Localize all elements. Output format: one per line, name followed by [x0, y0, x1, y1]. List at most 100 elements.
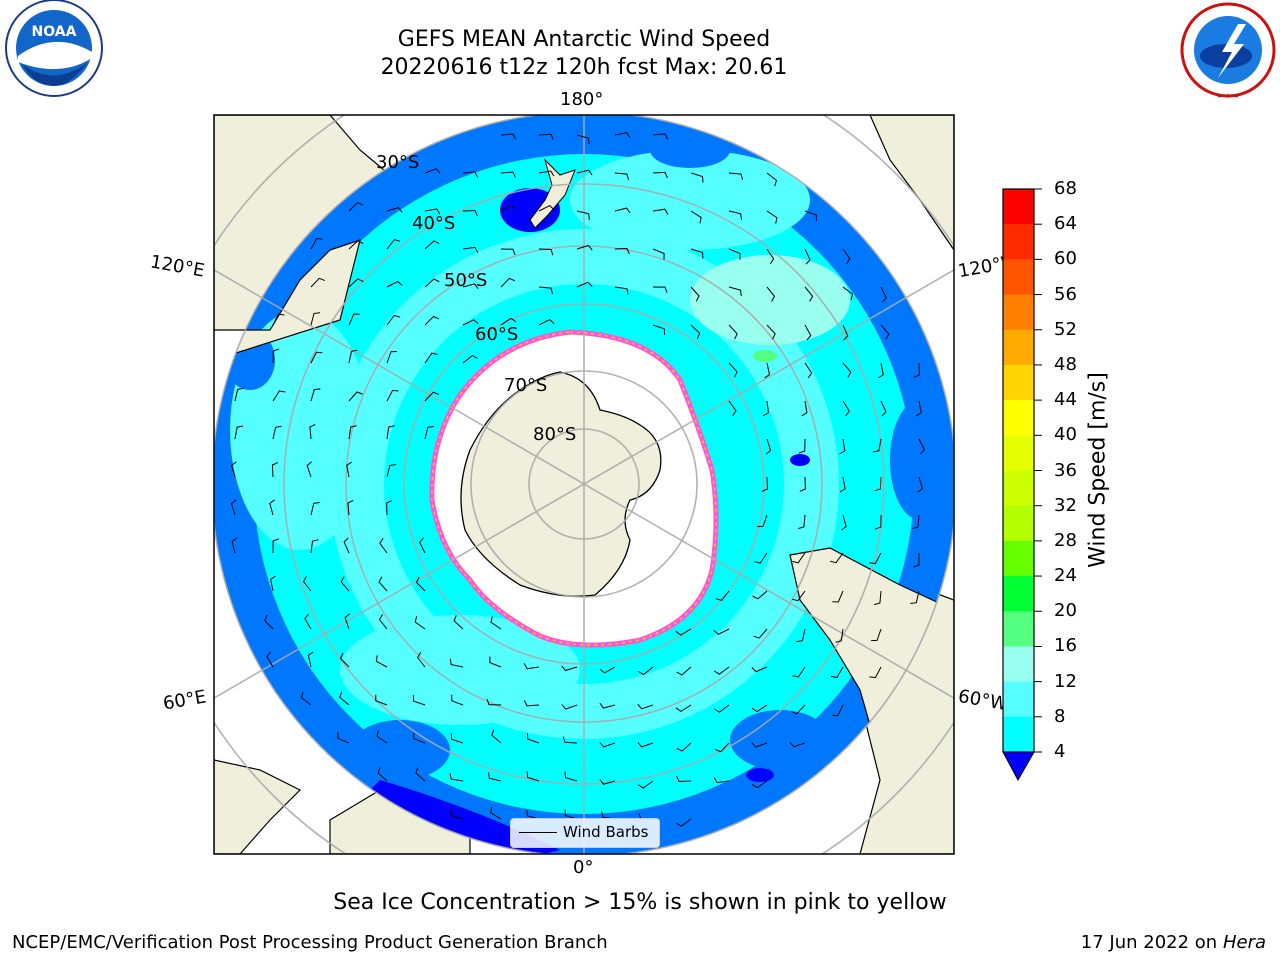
colorbar-cell	[1003, 224, 1034, 260]
wind-barb	[841, 514, 847, 531]
colorbar-cell	[1003, 400, 1034, 436]
wind-barb	[344, 613, 350, 630]
wind-barb	[842, 286, 854, 301]
wind-barb	[310, 388, 321, 402]
wind-barb	[523, 663, 540, 670]
wind-barb	[910, 590, 920, 604]
wind-barb	[386, 389, 399, 402]
wind-barb	[728, 248, 741, 260]
wind-barb	[754, 552, 768, 564]
wind-barb	[880, 286, 887, 303]
colorbar-under-arrow	[1002, 751, 1035, 782]
wind-barb	[348, 278, 364, 288]
wind-barb	[378, 576, 388, 592]
wind-barb	[337, 732, 350, 744]
wind-barb	[310, 237, 323, 250]
wind-barb	[761, 476, 769, 492]
wind-barb	[424, 168, 441, 174]
colorbar-cell	[1003, 611, 1034, 647]
wind-barbs	[230, 132, 925, 827]
wind-barb	[538, 170, 555, 177]
wind-barb	[561, 665, 578, 672]
colorbar-tick-label: 64	[1054, 213, 1077, 235]
wind-barb	[538, 286, 554, 295]
colorbar-cell	[1003, 540, 1034, 577]
colorbar-cell	[1003, 505, 1034, 542]
wind-barb	[832, 590, 844, 603]
wind-barb	[304, 613, 312, 630]
wind-barb	[757, 514, 768, 528]
wind-barb	[375, 655, 388, 668]
wind-barb	[839, 476, 846, 493]
wind-barb	[269, 499, 275, 516]
lat-label-50s: 50°S	[444, 270, 488, 291]
noaa-logo-text: NOAA	[32, 24, 77, 40]
wind-barb	[413, 732, 426, 744]
wind-barb	[272, 425, 282, 440]
wind-barb	[753, 628, 768, 639]
wind-barb	[424, 391, 439, 402]
wind-barb	[652, 171, 668, 179]
footer-branch: NCEP/EMC/Verification Post Processing Pr…	[12, 932, 608, 953]
wind-barb	[415, 767, 426, 782]
wind-barb	[804, 362, 813, 379]
wind-barb	[462, 354, 478, 364]
wind-barb	[379, 537, 388, 554]
colorbar-tick-label: 12	[1054, 670, 1077, 692]
wind-barb	[614, 286, 629, 295]
lat-label-70s: 70°S	[504, 375, 548, 396]
footer-date-text: 17 Jun 2022 on	[1080, 932, 1218, 953]
wind-barb	[842, 324, 849, 341]
wind-barb	[414, 616, 426, 630]
wind-barb	[500, 277, 516, 288]
colorbar-cell	[1003, 259, 1034, 296]
wind-barb	[652, 286, 668, 293]
wind-barb	[490, 616, 502, 630]
wind-barb	[835, 628, 844, 643]
wind-barb	[796, 628, 806, 643]
wind-barb	[638, 666, 654, 676]
wind-barb	[690, 172, 704, 183]
wind-barb	[538, 133, 554, 141]
wind-barb	[675, 628, 692, 636]
wind-barb	[913, 362, 920, 378]
wind-barb	[652, 133, 669, 140]
colorbar-tick-label: 48	[1054, 353, 1077, 375]
wind-barb	[564, 809, 578, 820]
colorbar-cell	[1003, 435, 1034, 471]
wind-barb	[386, 351, 398, 364]
wind-barb	[637, 780, 654, 789]
wind-barb	[264, 614, 274, 630]
wind-barb	[762, 400, 769, 417]
wind-barb	[453, 615, 464, 630]
wind-barb	[348, 313, 360, 326]
wind-barb	[792, 666, 806, 678]
colorbar-tick-label: 28	[1054, 529, 1077, 551]
wind-barb	[272, 313, 285, 326]
wind-barb	[451, 694, 464, 706]
wind-barb	[752, 590, 768, 600]
colorbar-cell	[1003, 716, 1034, 753]
wind-barb	[728, 324, 738, 340]
wind-barb	[880, 400, 887, 417]
wind-barb	[831, 704, 844, 717]
wind-barb	[576, 169, 593, 176]
wind-barb	[576, 134, 590, 145]
wind-barb	[416, 576, 426, 592]
wind-barb	[728, 362, 738, 378]
wind-barb	[424, 278, 440, 288]
wind-barb	[310, 351, 323, 364]
colorbar-cell	[1003, 576, 1034, 612]
chart-subtitle: 20220616 t12z 120h fcst Max: 20.61	[380, 55, 788, 80]
lon-label-0: 0°	[573, 857, 594, 878]
wind-barb	[564, 771, 578, 782]
wind-barb	[377, 767, 388, 782]
wind-barb	[386, 425, 395, 440]
wind-barb	[872, 438, 882, 453]
wind-barb	[599, 702, 616, 709]
lat-label-60s: 60°S	[475, 324, 519, 345]
colorbar-tick-label: 16	[1054, 635, 1077, 657]
wind-barb	[348, 240, 364, 250]
wind-barb	[310, 539, 319, 554]
